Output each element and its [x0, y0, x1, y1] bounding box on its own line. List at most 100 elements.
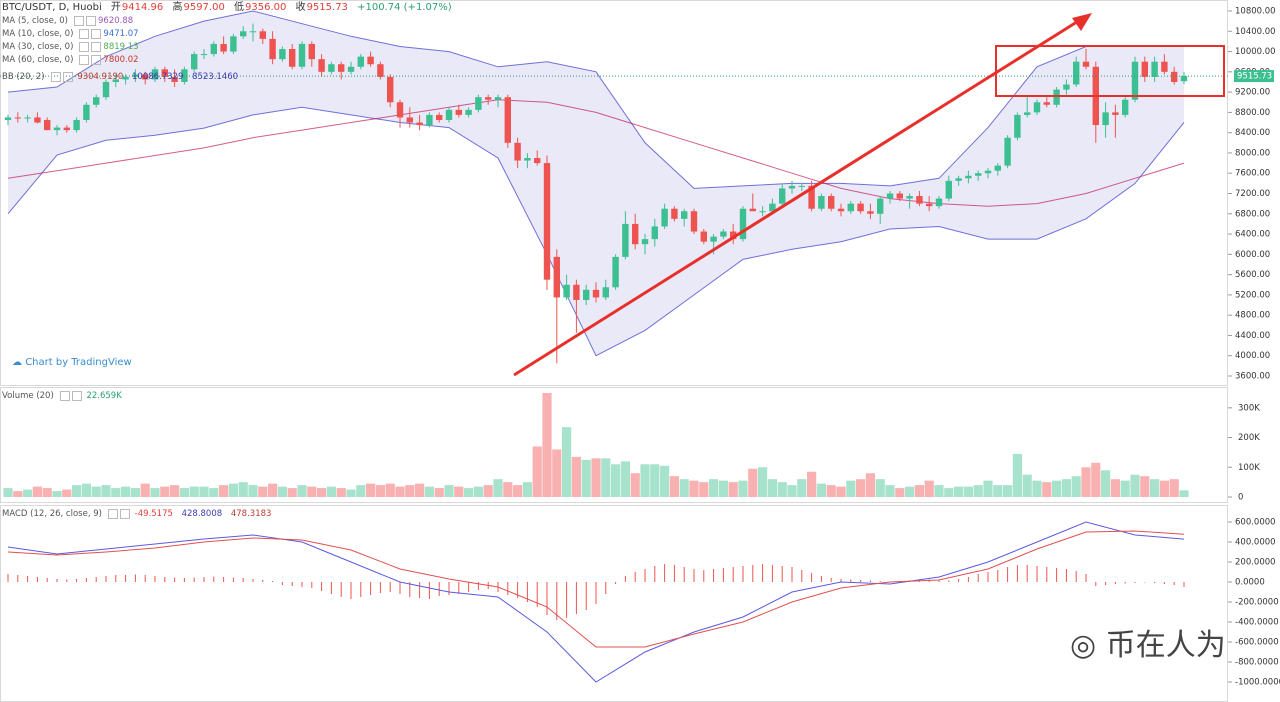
legend-entry: MA (30, close, 0) 8819.13: [2, 41, 145, 54]
candle-body: [308, 43, 315, 60]
open-label: 开: [110, 2, 121, 13]
candle-body: [445, 109, 453, 120]
macd-legend: MACD (12, 26, close, 9) -49.5175 428.800…: [2, 508, 277, 521]
volume-bar: [1032, 480, 1042, 497]
candle-body: [1180, 76, 1188, 82]
volume-bar: [424, 486, 434, 497]
candle-body: [347, 66, 355, 72]
candle-body: [926, 203, 933, 207]
candle-body: [641, 239, 649, 245]
candle-body: [142, 74, 149, 80]
candle-body: [338, 64, 345, 72]
y-tick-label: 10800.00: [1235, 7, 1276, 17]
volume-bar: [42, 488, 52, 497]
volume-bar: [405, 485, 415, 497]
change: +100.74 (+1.07%): [357, 2, 452, 13]
volume-bar: [150, 488, 160, 497]
symbol: BTC/USDT, D, Huobi: [2, 2, 102, 13]
volume-bar: [787, 485, 797, 497]
candle-body: [455, 109, 462, 115]
candle-body: [1082, 61, 1090, 67]
candle-body: [808, 185, 815, 209]
candle-body: [63, 127, 70, 131]
volume-bar: [954, 486, 964, 497]
volume-bar: [1110, 479, 1120, 497]
volume-bar: [228, 483, 238, 497]
volume-bar: [101, 485, 111, 497]
candle-body: [151, 69, 159, 80]
volume-title: Volume (20): [2, 391, 54, 401]
bb-lower: [7, 106, 1185, 357]
candle-body: [749, 208, 756, 212]
pane-frame: [0, 387, 1228, 503]
low-label: 低: [234, 2, 245, 13]
y-tick-label: 4000.00: [1235, 351, 1270, 361]
volume-bar: [52, 491, 62, 497]
volume-bar: [464, 488, 474, 497]
arrow-head: [1072, 13, 1092, 31]
candle-body: [690, 211, 698, 232]
candle-body: [1112, 112, 1119, 115]
macd-line-value: 428.8008: [181, 509, 223, 519]
candle-body: [249, 31, 257, 33]
header: BTC/USDT, D, Huobi 开9414.96 高9597.00 低93…: [2, 1, 458, 14]
volume-bar: [1091, 462, 1101, 497]
highlight-box: [995, 45, 1225, 97]
volume-bar: [1140, 476, 1150, 497]
macd-tick-label: -1000.0000: [1235, 678, 1280, 688]
volume-bar: [287, 488, 297, 497]
candle-body: [935, 198, 943, 207]
candle-body: [191, 54, 198, 70]
legend-entry: MA (60, close, 0) 7800.02: [2, 54, 145, 67]
candle-body: [563, 284, 570, 298]
legend-value: 7800.02: [103, 55, 139, 65]
volume-bar: [454, 486, 464, 497]
volume-bar: [297, 485, 307, 497]
volume-bar: [23, 489, 33, 497]
volume-bar: [179, 488, 189, 497]
y-tick-label: 4400.00: [1235, 331, 1270, 341]
candle-body: [485, 97, 492, 100]
volume-bar: [444, 485, 454, 497]
legend-name: MA (10, close, 0): [2, 29, 74, 39]
volume-bar: [738, 480, 748, 497]
volume-bar: [944, 488, 954, 497]
candle-body: [494, 97, 502, 100]
candle-body: [857, 203, 864, 212]
candle-body: [612, 256, 619, 288]
volume-bar: [258, 486, 268, 497]
volume-bar: [532, 446, 542, 497]
last-price-label: 9515.73: [1237, 72, 1272, 82]
candle-body: [877, 198, 884, 214]
pane-frame: [0, 0, 1228, 386]
volume-bar: [699, 482, 709, 497]
candle-body: [53, 127, 61, 131]
tv-credit-text: Chart by TradingView: [25, 357, 132, 368]
candle-body: [367, 56, 374, 65]
volume-bar: [1169, 479, 1179, 497]
volume-bar: [875, 479, 885, 497]
volume-bar: [160, 486, 170, 497]
volume-bar: [758, 467, 768, 497]
volume-bar: [1071, 476, 1081, 497]
volume-bar: [1159, 480, 1169, 497]
candle-body: [886, 193, 894, 199]
volume-bar: [356, 485, 366, 497]
y-tick-label: 6800.00: [1235, 209, 1270, 219]
volume-bar: [718, 480, 728, 497]
volume-bar: [503, 482, 513, 497]
volume-bar: [1042, 482, 1052, 497]
volume-bar: [483, 485, 493, 497]
candle-body: [1004, 137, 1011, 166]
legend-name: MA (30, close, 0): [2, 42, 74, 52]
volume-bar: [640, 464, 650, 497]
candle-body: [798, 185, 805, 187]
volume-bar: [1179, 490, 1189, 497]
bb-lower: 8523.1460: [192, 72, 239, 82]
volume-bar: [748, 468, 758, 497]
candle-body: [1033, 102, 1041, 113]
candle-body: [583, 289, 590, 300]
bb-name: BB (20, 2): [2, 72, 45, 82]
volume-bar: [91, 486, 101, 497]
high: 9597.00: [183, 2, 225, 13]
